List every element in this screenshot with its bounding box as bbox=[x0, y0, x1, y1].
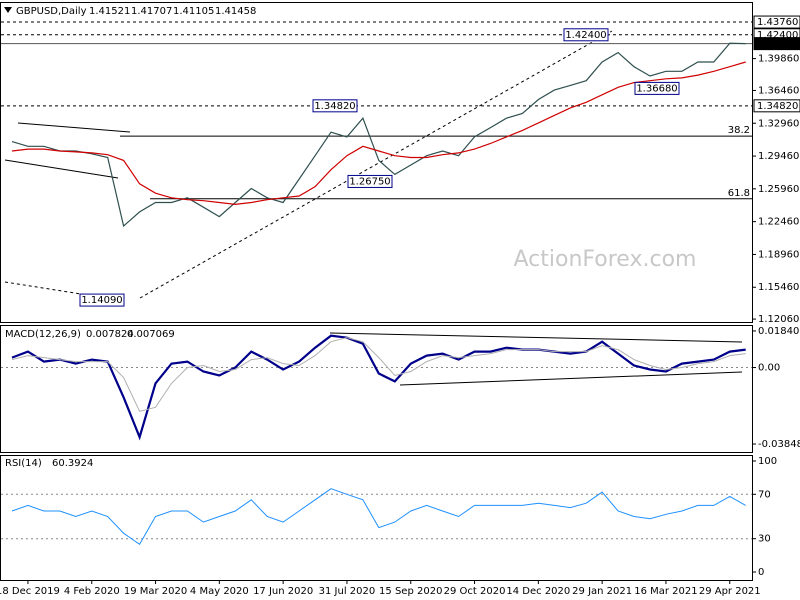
fib-label: 61.8 bbox=[728, 188, 750, 199]
x-tick-label: 16 Mar 2021 bbox=[634, 586, 697, 597]
series-line bbox=[11, 488, 746, 546]
y-tick-label: 1.39860 bbox=[758, 54, 799, 65]
x-tick-label: 19 Mar 2020 bbox=[124, 586, 187, 597]
y-tick-label: 0.00 bbox=[758, 363, 780, 374]
y-tick-label: 70 bbox=[758, 489, 771, 500]
annotation-box bbox=[634, 81, 680, 95]
x-tick-label: 4 May 2020 bbox=[190, 586, 249, 597]
rsi-readout: 60.3924 bbox=[52, 458, 93, 469]
macd-title: MACD(12,26,9) bbox=[5, 329, 81, 340]
annotation-label: 1.34820 bbox=[314, 101, 355, 112]
series-line bbox=[11, 334, 746, 441]
annotation-label: 1.14090 bbox=[81, 295, 122, 306]
series-line bbox=[11, 337, 746, 412]
channel-line bbox=[4, 159, 119, 179]
series-line bbox=[11, 42, 746, 228]
level-box bbox=[753, 99, 800, 113]
macd-trendline bbox=[399, 371, 743, 386]
level-label: 1.41458 bbox=[757, 39, 798, 50]
y-tick-label: -0.038483 bbox=[758, 439, 800, 450]
level-box bbox=[753, 15, 800, 29]
level-label: 1.43760 bbox=[757, 17, 798, 28]
y-tick-label: 0 bbox=[758, 567, 764, 578]
x-tick-label: 29 Oct 2020 bbox=[444, 586, 506, 597]
y-tick-label: 100 bbox=[758, 456, 777, 467]
y-tick-label: 1.32960 bbox=[758, 118, 799, 129]
annotation-box bbox=[79, 293, 125, 307]
annotation-box bbox=[563, 28, 609, 42]
x-tick-label: 31 Jul 2020 bbox=[319, 586, 376, 597]
chart-title: GBPUSD,Daily bbox=[16, 6, 87, 17]
x-tick-label: 15 Sep 2020 bbox=[379, 586, 442, 597]
macd-readout: 0.007069 bbox=[127, 329, 175, 340]
rsi-title: RSI(14) bbox=[5, 458, 42, 469]
macd-pane bbox=[0, 325, 753, 453]
annotation-label: 1.42400 bbox=[565, 30, 606, 41]
trendline bbox=[139, 30, 613, 299]
menu-arrow bbox=[4, 7, 12, 13]
price-pane bbox=[0, 2, 753, 323]
level-label: 1.34820 bbox=[757, 101, 798, 112]
watermark: ActionForex.com bbox=[514, 247, 697, 272]
ohlc-readout: 1.41707 bbox=[131, 6, 172, 17]
y-tick-label: 1.12060 bbox=[758, 314, 799, 325]
annotation-box bbox=[312, 99, 358, 113]
rsi-pane bbox=[0, 455, 753, 581]
frames bbox=[0, 2, 753, 581]
y-tick-label: 1.22460 bbox=[758, 217, 799, 228]
y-tick-label: 1.25960 bbox=[758, 184, 799, 195]
x-tick-label: 4 Feb 2020 bbox=[64, 586, 120, 597]
ohlc-readout: 1.41521 bbox=[89, 6, 130, 17]
channel-line bbox=[17, 122, 131, 133]
x-tick-label: 29 Jan 2021 bbox=[572, 586, 632, 597]
y-tick-label: 1.36460 bbox=[758, 85, 799, 96]
x-tick-label: 14 Dec 2020 bbox=[506, 586, 570, 597]
x-tick-label: 18 Dec 2019 bbox=[0, 586, 60, 597]
macd-trendline bbox=[329, 332, 743, 343]
y-tick-label: 0.018403 bbox=[758, 326, 800, 337]
series-line bbox=[11, 61, 746, 206]
annotation-label: 1.36680 bbox=[636, 83, 677, 94]
ohlc-readout: 1.41458 bbox=[215, 6, 256, 17]
annotation-label: 1.26750 bbox=[349, 176, 390, 187]
annotation-box bbox=[347, 174, 393, 188]
y-tick-label: 1.29460 bbox=[758, 151, 799, 162]
x-tick-label: 17 Jun 2020 bbox=[253, 586, 313, 597]
y-tick-label: 1.15460 bbox=[758, 282, 799, 293]
level-box bbox=[753, 37, 800, 51]
y-tick-label: 1.18960 bbox=[758, 249, 799, 260]
x-tick-label: 29 Apr 2021 bbox=[699, 586, 761, 597]
ohlc-readout: 1.41105 bbox=[173, 6, 214, 17]
macd-readout: 0.007824 bbox=[86, 329, 134, 340]
fib-label: 38.2 bbox=[728, 125, 750, 136]
level-label: 1.42400 bbox=[757, 30, 798, 41]
y-tick-label: 30 bbox=[758, 534, 771, 545]
